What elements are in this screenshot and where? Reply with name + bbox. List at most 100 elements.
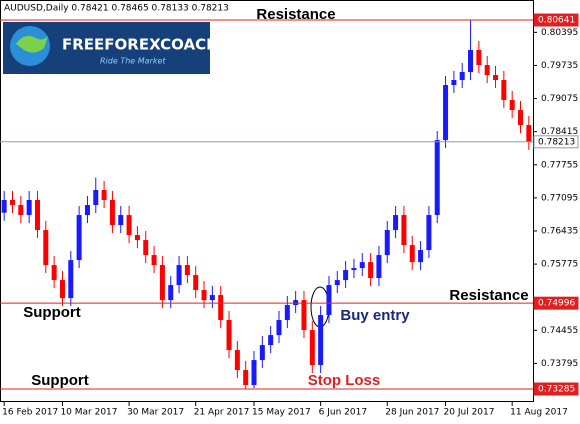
candle-body [168,285,174,301]
candle-body [1,199,7,213]
logo-title: FREEFOREXCOACH.com [62,36,259,54]
candle-body [118,215,124,226]
candle-body [493,75,499,81]
candle-body [376,255,382,279]
candle-body [309,330,315,366]
y-tick-label: 0.74455 [541,326,578,336]
candle-body [326,285,332,316]
candle-body [43,230,49,266]
candle-body [518,110,524,126]
y-tick-label: 0.76435 [541,226,578,236]
candle-body [359,262,365,269]
x-tick-label: 11 Aug 2017 [510,408,568,418]
candle-body [184,265,190,276]
annotation: Support [23,304,81,321]
level-box [533,135,579,149]
logo-bull [16,36,48,53]
level-box [533,382,579,396]
y-tick-label: 0.77095 [541,193,578,203]
candle-body [226,320,232,351]
candle-body [409,245,415,263]
candle-body [259,345,265,361]
x-tick-label: 15 May 2017 [252,408,311,418]
candle-body [201,290,207,301]
candle-body [301,300,307,331]
candle-body [9,199,15,206]
candle-body [209,295,215,301]
candle-body [384,230,390,256]
candle-body [134,235,140,241]
candle-body [284,305,290,321]
level-label: 0.73285 [538,385,575,395]
annotation: Stop Loss [308,372,381,389]
candle-body [509,100,515,111]
candle-body [193,275,199,291]
candle-body [51,265,57,281]
annotation: Resistance [449,287,528,304]
y-tick-label: 0.75775 [541,260,578,270]
x-tick-label: 20 Jul 2017 [444,408,495,418]
candle-body [26,199,32,216]
candle-body [476,50,482,66]
candle-body [451,80,457,86]
annotation: Buy entry [340,307,410,324]
annotation: Resistance [256,6,335,23]
candle-body [293,300,299,306]
candle-body [59,280,65,299]
candle-body [126,215,132,236]
candle-body [434,140,440,216]
x-tick-label: 6 Jun 2017 [319,408,367,418]
candle-body [68,260,74,299]
candle-body [151,255,157,266]
y-tick-label: 0.79075 [541,94,578,104]
candle-body [268,335,274,346]
level-box [533,13,579,27]
candle-body [501,80,507,101]
candle-body [243,370,249,386]
x-tick-label: 30 Mar 2017 [127,408,184,418]
x-tick-label: 10 Mar 2017 [60,408,117,418]
candle-body [468,50,474,73]
candle-body [251,360,257,386]
y-tick-label: 0.80395 [541,28,578,38]
candle-body [459,72,465,81]
candle-body [18,205,24,216]
plot-frame [0,0,534,402]
candle-body [84,205,90,216]
candle-body [443,85,449,141]
candle-body [101,190,107,200]
level-label: 0.80641 [538,16,575,26]
y-tick-label: 0.79735 [541,61,578,71]
candle-body [368,262,374,279]
x-tick-label: 16 Feb 2017 [2,408,58,418]
candle-body [159,265,165,301]
candle-body [318,315,324,366]
annotation: Support [31,372,89,389]
y-tick-label: 0.77755 [541,160,578,170]
candle-body [393,215,399,231]
y-tick-label: 0.78415 [541,127,578,137]
level-box [533,296,579,310]
level-label: 0.74996 [538,299,575,309]
logo-tagline: Ride The Market [100,57,166,66]
candle-body [276,320,282,336]
candle-body [234,350,240,371]
candle-body [218,295,224,321]
logo: FREEFOREXCOACH.com Ride The Market [3,22,259,74]
candle-body [109,199,115,226]
candle-body [176,265,182,286]
y-tick-label: 0.73795 [541,359,578,369]
candle-body [76,215,82,261]
chart-header: AUDUSD,Daily 0.78421 0.78465 0.78133 0.7… [4,4,229,14]
x-tick-label: 28 Jun 2017 [385,408,439,418]
candle-body [334,280,340,286]
level-label: 0.78213 [538,137,575,147]
candle-body [343,270,349,281]
candle-body [426,215,432,251]
candle-body [418,250,424,263]
candle-body [484,65,490,76]
candle-body [401,215,407,246]
candle-body [143,240,149,256]
candle-body [34,199,40,231]
